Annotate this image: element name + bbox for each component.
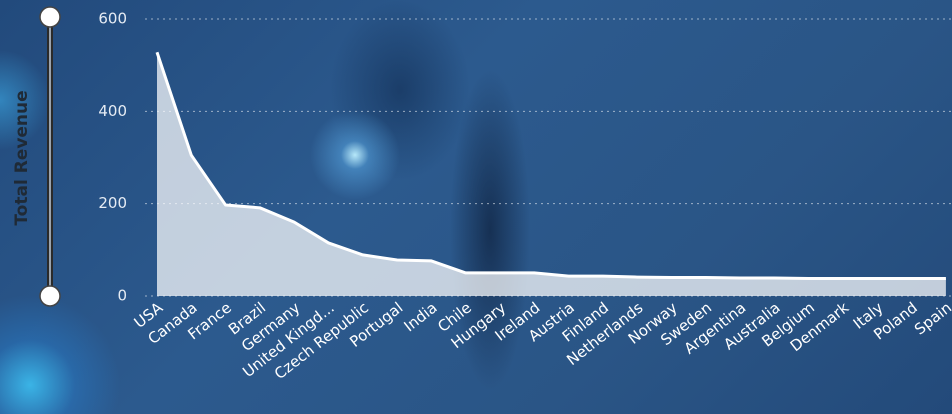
area bbox=[157, 52, 946, 296]
y-tick-label: 200 bbox=[98, 194, 127, 212]
x-tick-label: India bbox=[401, 299, 441, 336]
y-tick-label: 600 bbox=[98, 10, 127, 28]
y-tick-label: 0 bbox=[117, 287, 127, 305]
scroll-handle-top[interactable] bbox=[39, 6, 61, 28]
scroll-handle-bottom[interactable] bbox=[39, 285, 61, 307]
x-tick-label: Spain bbox=[911, 299, 952, 339]
y-tick-label: 400 bbox=[98, 102, 127, 120]
line bbox=[155, 51, 946, 280]
y-axis-title: Total Revenue bbox=[12, 90, 32, 225]
